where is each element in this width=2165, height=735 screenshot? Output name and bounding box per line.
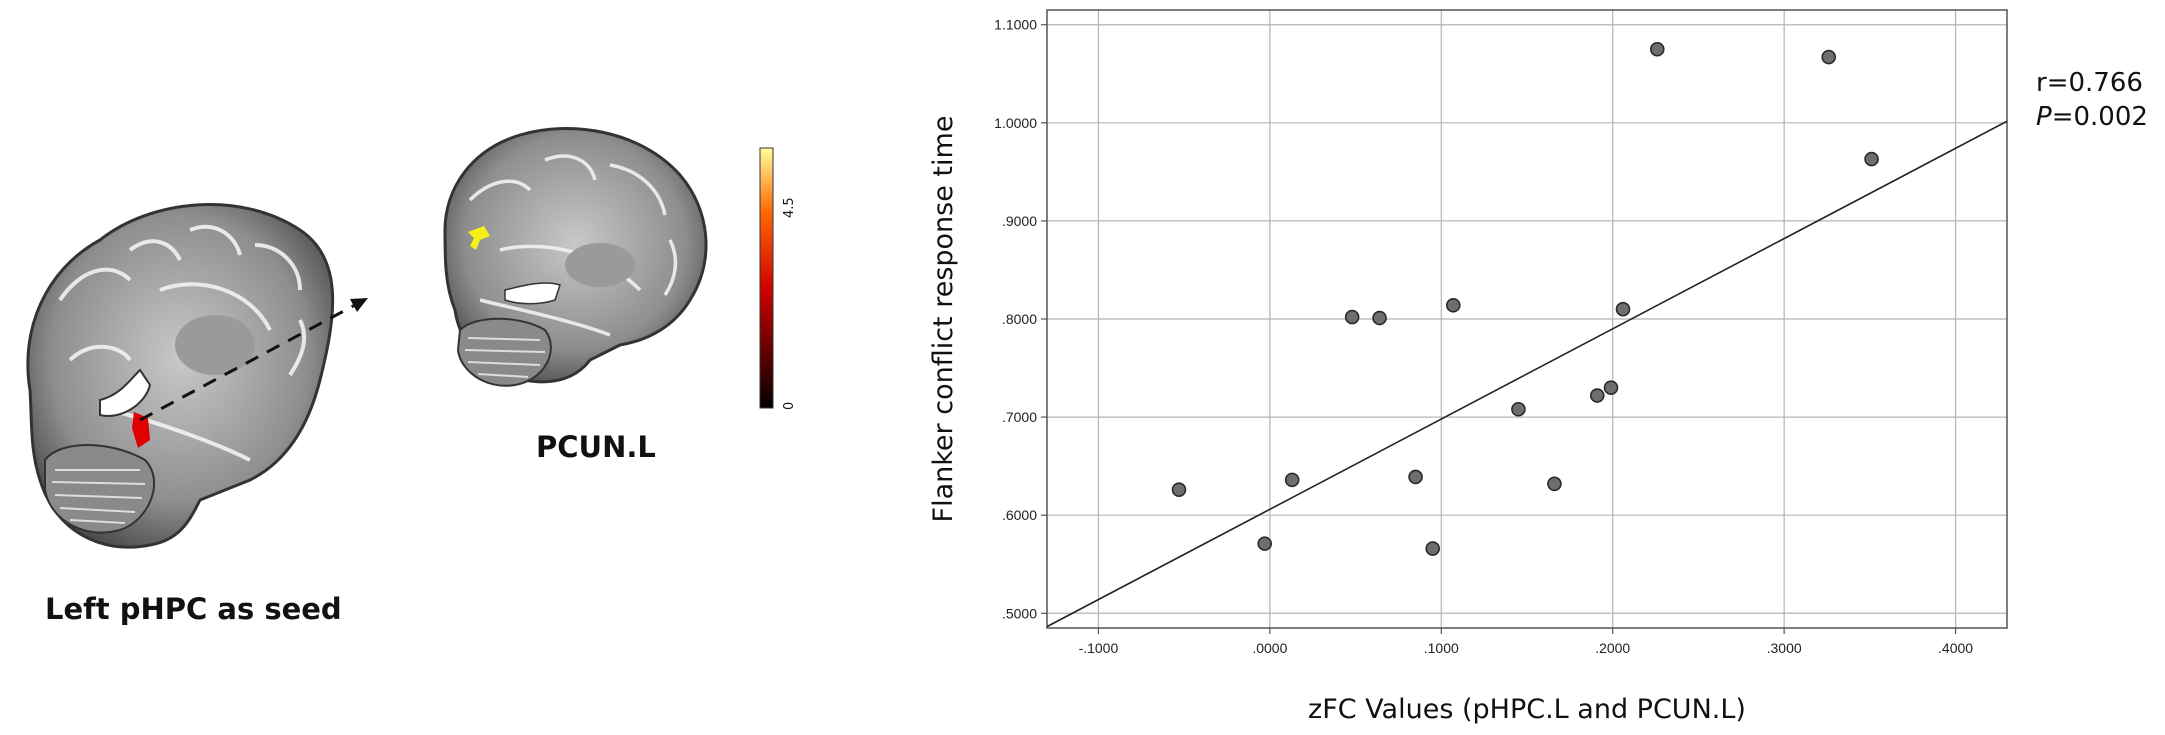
y-tick-label: .5000	[1002, 605, 1037, 621]
target-brain-slice	[443, 126, 708, 387]
data-point	[1589, 388, 1605, 403]
x-tick-label: .4000	[1938, 640, 1973, 656]
pcun-activation-marker	[468, 226, 490, 250]
data-point	[1821, 49, 1837, 65]
y-tick-label: .6000	[1002, 507, 1037, 523]
x-tick-label: .1000	[1424, 640, 1459, 656]
regression-line	[1046, 120, 2008, 628]
data-point	[1649, 41, 1665, 57]
chart-ticks: -.1000 .0000 .1000 .2000 .3000 .4000 .5000 .600…	[994, 17, 1973, 656]
x-tick-label: .2000	[1595, 640, 1630, 656]
data-point	[1615, 301, 1631, 317]
data-point	[1408, 469, 1423, 485]
chart-grid	[1047, 10, 2007, 628]
data-point	[1372, 310, 1387, 326]
y-tick-label: .9000	[1002, 213, 1037, 229]
data-point	[1603, 380, 1619, 395]
target-region-label: PCUN.L	[536, 430, 656, 464]
data-point	[1445, 297, 1461, 313]
data-point	[1257, 536, 1273, 551]
cerebellum-target	[456, 317, 552, 387]
seed-region-label: Left pHPC as seed	[45, 592, 342, 626]
seed-brain-slice	[26, 203, 335, 549]
connection-arrow	[139, 298, 368, 422]
cerebellum-seed	[44, 444, 155, 534]
data-point	[1284, 472, 1300, 488]
seed-region-marker	[132, 412, 150, 448]
p-value: =0.002	[2051, 102, 2148, 132]
correlation-p: P=0.002	[2036, 100, 2148, 134]
brain-figure-panel: 0 4.5 PCUN.L Left pHPC as seed	[0, 0, 880, 730]
y-axis-title: Flanker conflict response time	[928, 116, 959, 523]
data-points	[1171, 41, 1879, 556]
correlation-r: r=0.766	[2036, 68, 2143, 98]
x-tick-label: .3000	[1767, 640, 1802, 656]
p-letter: P	[2036, 102, 2052, 132]
y-tick-label: .8000	[1002, 311, 1037, 327]
fit-line-group	[1046, 120, 2008, 628]
y-tick-label: 1.0000	[994, 115, 1037, 131]
colorbar	[759, 147, 774, 409]
y-tick-label: 1.1000	[994, 17, 1037, 33]
data-point	[1171, 482, 1187, 497]
data-point	[1511, 401, 1526, 417]
data-point	[1344, 309, 1360, 325]
data-point	[1864, 151, 1879, 167]
data-point	[1547, 476, 1562, 492]
x-tick-label: .0000	[1252, 640, 1287, 656]
data-point	[1425, 541, 1441, 556]
x-tick-label: -.1000	[1079, 640, 1119, 656]
brain-illustration	[26, 126, 774, 549]
y-tick-label: .7000	[1002, 409, 1037, 425]
x-axis-title: zFC Values (pHPC.L and PCUN.L)	[1308, 694, 1746, 725]
